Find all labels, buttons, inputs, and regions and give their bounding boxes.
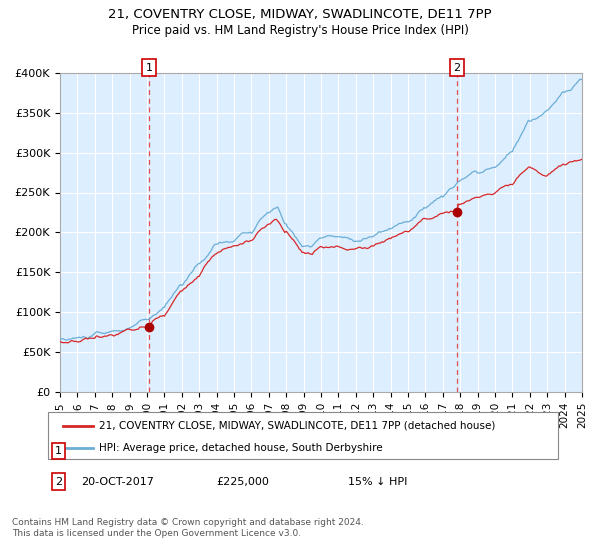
Text: £82,000: £82,000 xyxy=(216,446,262,456)
Text: 2: 2 xyxy=(453,63,460,73)
Text: £225,000: £225,000 xyxy=(216,477,269,487)
Text: 18-FEB-2000: 18-FEB-2000 xyxy=(81,446,152,456)
Text: 1: 1 xyxy=(55,446,62,456)
Text: 15% ↓ HPI: 15% ↓ HPI xyxy=(348,477,407,487)
Text: 21, COVENTRY CLOSE, MIDWAY, SWADLINCOTE, DE11 7PP: 21, COVENTRY CLOSE, MIDWAY, SWADLINCOTE,… xyxy=(108,8,492,21)
Text: Price paid vs. HM Land Registry's House Price Index (HPI): Price paid vs. HM Land Registry's House … xyxy=(131,24,469,36)
Text: 21, COVENTRY CLOSE, MIDWAY, SWADLINCOTE, DE11 7PP (detached house): 21, COVENTRY CLOSE, MIDWAY, SWADLINCOTE,… xyxy=(99,421,496,431)
Text: HPI: Average price, detached house, South Derbyshire: HPI: Average price, detached house, Sout… xyxy=(99,443,383,453)
Text: Contains HM Land Registry data © Crown copyright and database right 2024.
This d: Contains HM Land Registry data © Crown c… xyxy=(12,518,364,538)
Text: 8% ↓ HPI: 8% ↓ HPI xyxy=(348,446,401,456)
Text: 2: 2 xyxy=(55,477,62,487)
Text: 1: 1 xyxy=(146,63,153,73)
Text: 20-OCT-2017: 20-OCT-2017 xyxy=(81,477,154,487)
